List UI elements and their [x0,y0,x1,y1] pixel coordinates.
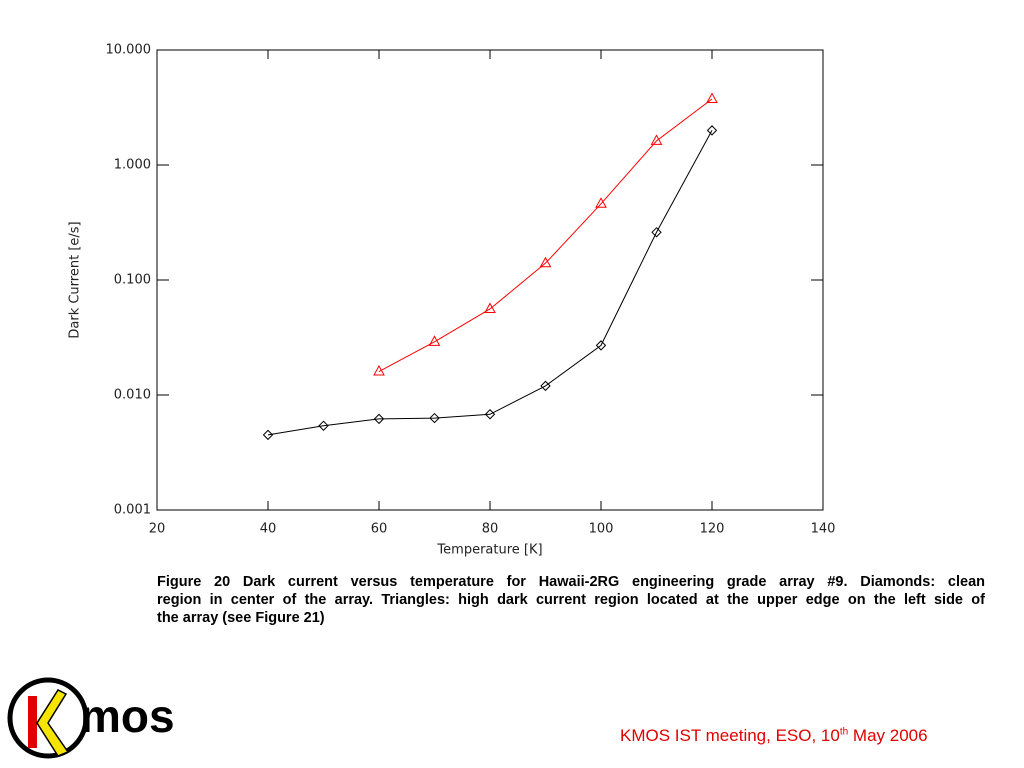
footer: KMOS IST meeting, ESO, 10th May 2006 [620,726,928,746]
y-tick-label: 0.100 [114,273,151,288]
x-tick-label: 80 [482,522,499,537]
y-tick-label: 10.000 [106,43,152,58]
x-tick-label: 60 [371,522,388,537]
logo-ring [7,677,89,759]
x-axis-label: Temperature [K] [436,543,542,558]
plot-frame [156,49,824,511]
x-tick-label: 140 [811,522,836,537]
data-point [595,340,607,351]
logo: mos [7,677,175,759]
y-axis-label: Dark Current [e/s] [68,221,83,338]
data-point [706,92,718,103]
logo-k [36,689,70,757]
data-point [484,409,496,420]
data-point [373,413,385,425]
data-point [651,227,662,238]
x-tick-label: 100 [589,522,614,537]
footer-superscript: th [839,726,849,738]
data-point [428,335,441,346]
x-tick-label: 40 [260,522,277,537]
x-tick-label: 20 [149,522,166,537]
data-point [650,134,663,145]
data-point [484,302,496,313]
data-point [595,197,607,208]
y-tick-label: 0.010 [114,388,151,403]
data-point [429,412,440,424]
chart: Temperature [K] Dark Current [e/s] 20 40 6… [68,43,836,558]
series-line [378,98,713,372]
logo-bar [28,696,37,748]
caption-line: Figure 20 Dark current versus temperatur… [157,574,985,590]
series-line [267,130,713,436]
data-point [262,429,274,441]
y-tick-label: 0.001 [114,503,151,518]
data-point [318,420,329,431]
x-tick-label: 120 [700,522,725,537]
y-tick-label: 1.000 [114,158,151,173]
footer-text: May 2006 [848,726,928,745]
data-point [540,380,551,392]
data-point [373,364,385,376]
footer-text: KMOS IST meeting, ESO, 10 [620,726,840,745]
caption-line: region in center of the array. Triangles… [157,592,985,608]
logo-text: mos [80,690,175,742]
caption-line: the array (see Figure 21) [157,610,325,626]
data-point [539,256,552,268]
data-point [706,125,718,136]
